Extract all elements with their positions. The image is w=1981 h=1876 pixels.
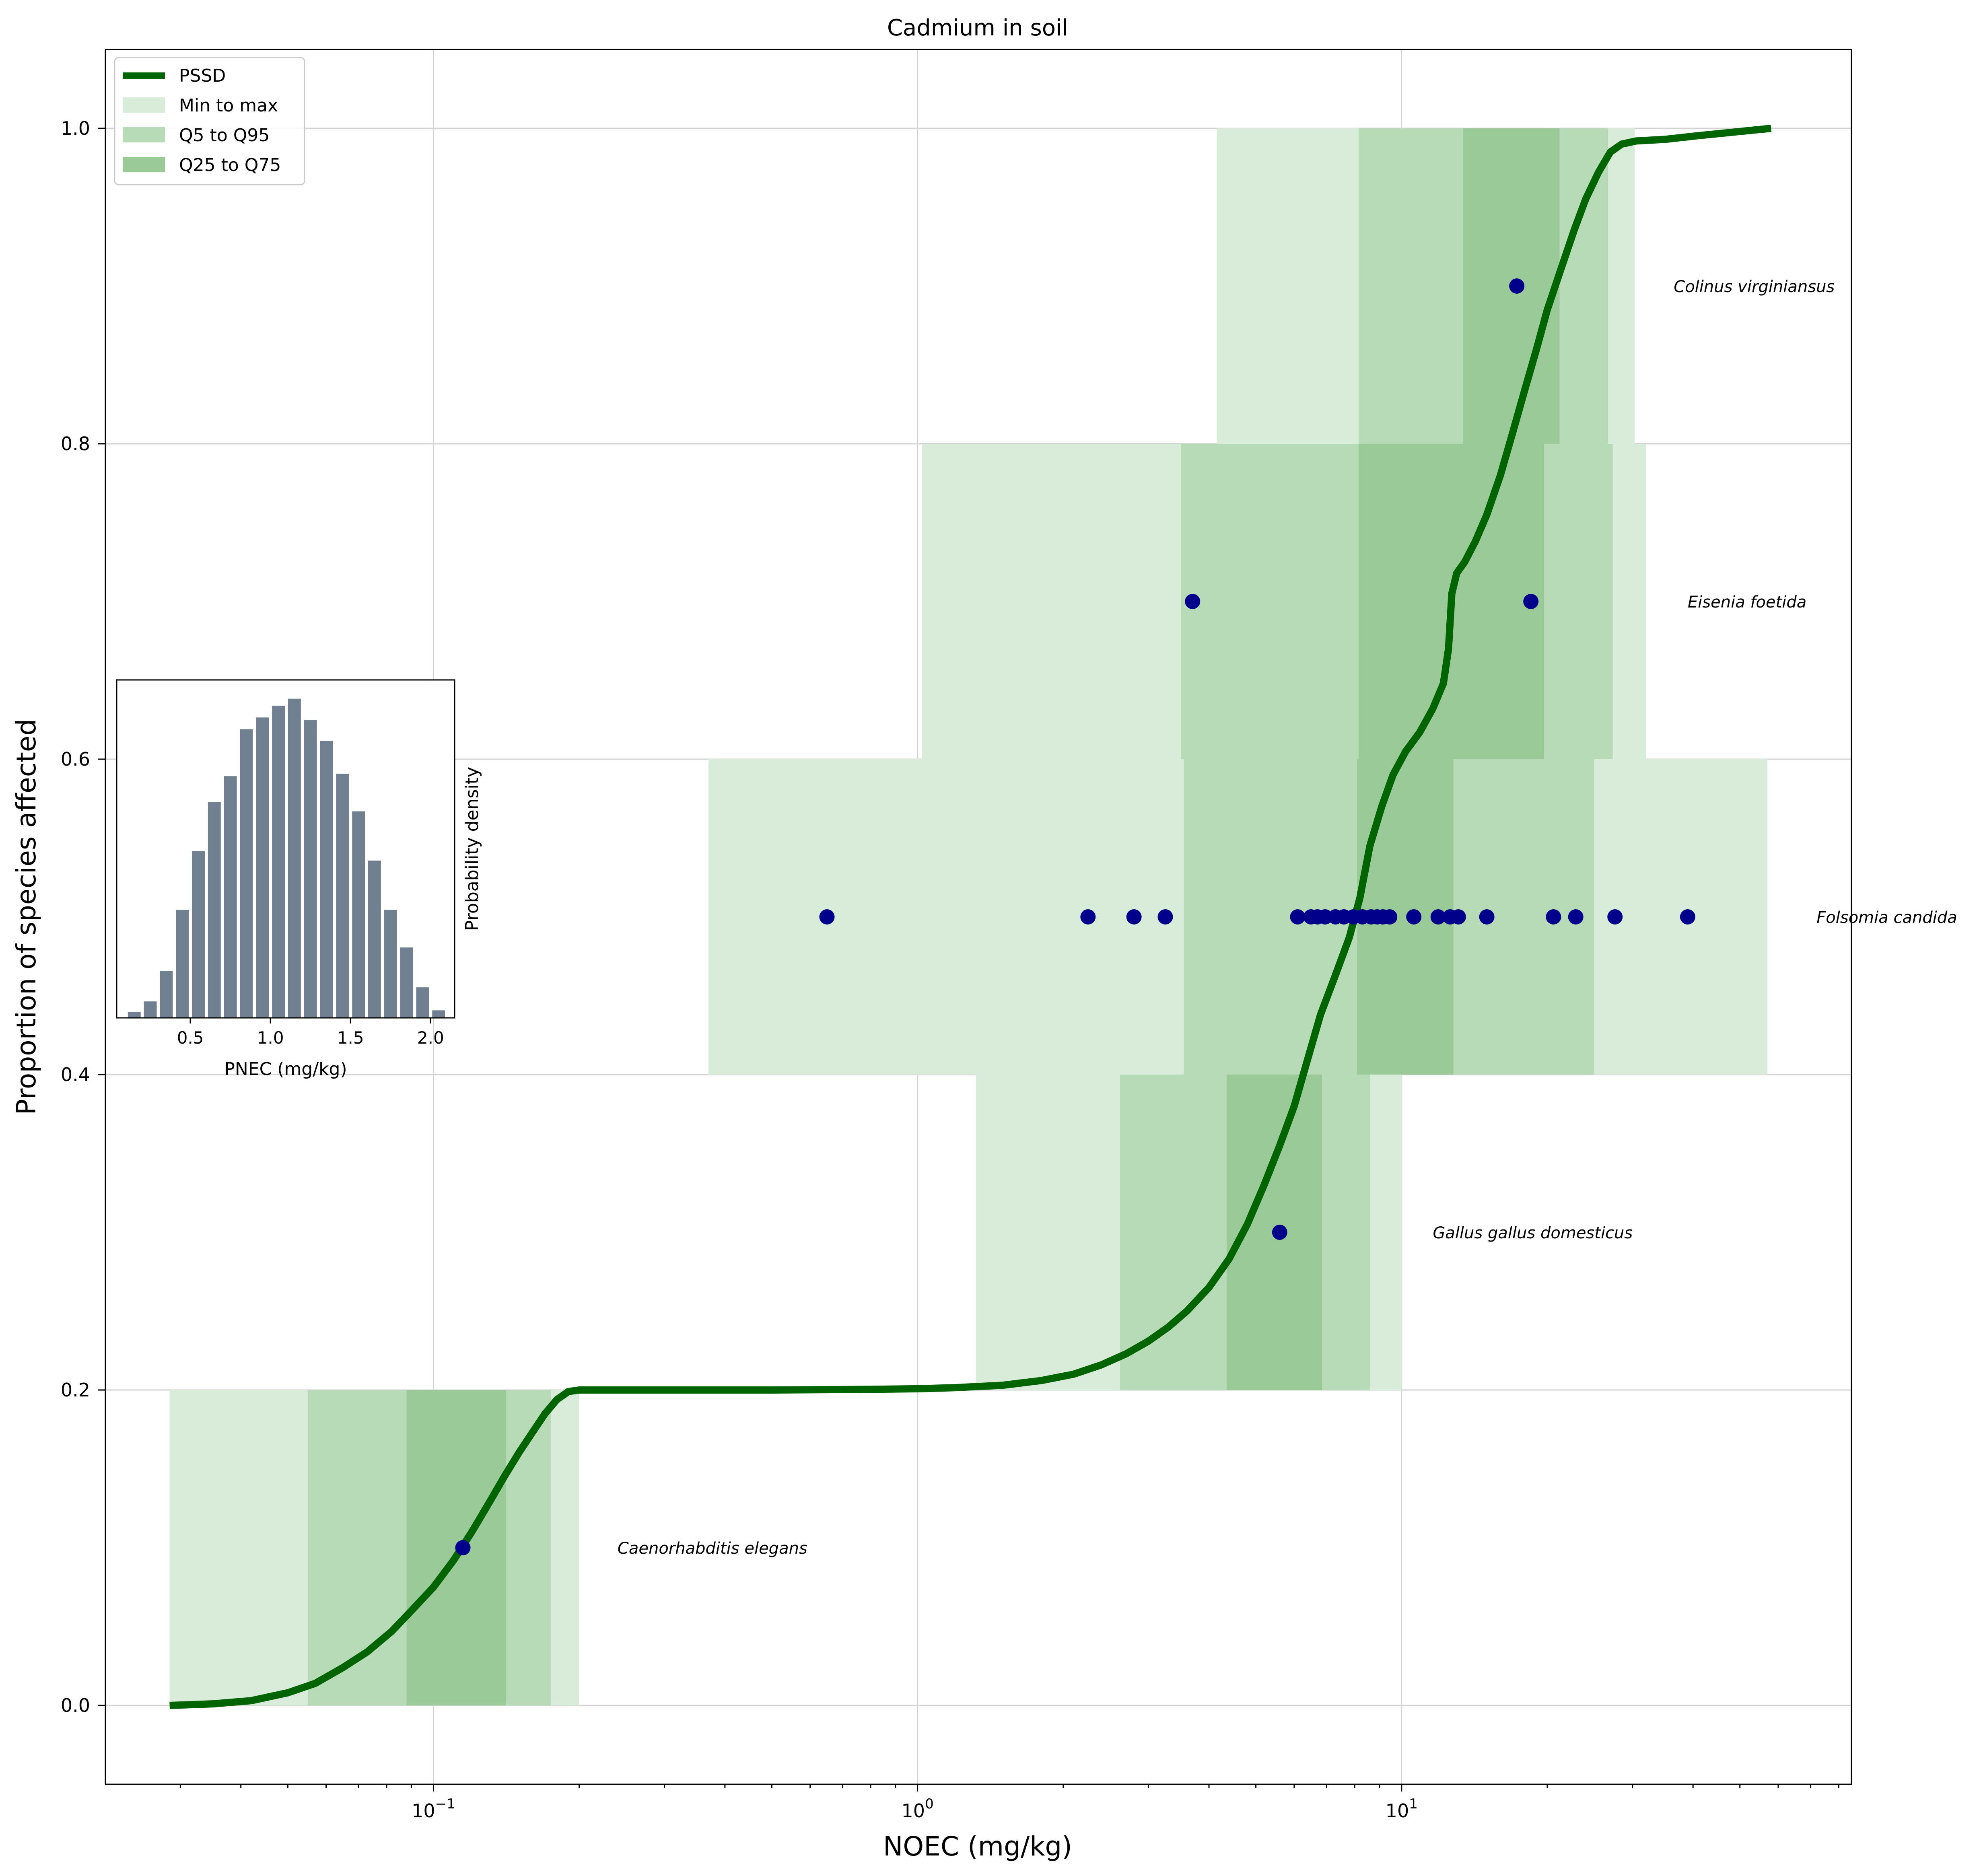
data-point xyxy=(1607,909,1623,925)
inset-background xyxy=(117,680,455,1018)
data-point xyxy=(1479,909,1495,925)
species-label: Folsomia candida xyxy=(1816,908,1957,927)
inset-bar xyxy=(320,741,333,1018)
species-label: Gallus gallus domesticus xyxy=(1433,1224,1633,1242)
inset-bar xyxy=(368,861,381,1018)
x-tick-label: 100 xyxy=(902,1796,934,1822)
inset-y-axis-label: Probability density xyxy=(462,767,482,931)
chart-title: Cadmium in soil xyxy=(887,15,1068,41)
inset-bar xyxy=(432,1010,445,1018)
data-point xyxy=(1382,909,1398,925)
inset-bar xyxy=(336,774,349,1018)
species-label: Eisenia foetida xyxy=(1688,593,1806,612)
data-point xyxy=(1126,909,1142,925)
inset-bar xyxy=(224,776,237,1018)
data-point xyxy=(1568,909,1584,925)
inset-frame xyxy=(116,679,455,1019)
y-tick-label: 0.2 xyxy=(61,1379,90,1401)
data-point xyxy=(1509,278,1525,294)
species-labels: Caenorhabditis elegans Gallus gallus dome… xyxy=(618,278,1957,1558)
inset-bar xyxy=(384,910,397,1018)
inset-bar xyxy=(192,851,205,1018)
legend-swatch-q25-q75 xyxy=(123,157,165,172)
inset-x-tick-label: 0.5 xyxy=(177,1028,204,1048)
data-point xyxy=(1450,909,1466,925)
y-axis-label: Proportion of species affected xyxy=(11,719,42,1115)
legend: PSSD Min to max Q5 to Q95 Q25 to Q75 xyxy=(114,57,305,185)
y-tick-label: 0.0 xyxy=(61,1695,90,1716)
x-tick-label: 10−1 xyxy=(412,1796,455,1822)
legend-box xyxy=(114,57,305,185)
data-points xyxy=(455,278,1695,1555)
inset-bar xyxy=(160,971,173,1018)
data-point xyxy=(1680,909,1695,925)
inset-x-tick-label: 1.5 xyxy=(337,1028,364,1048)
data-point xyxy=(1406,909,1422,925)
legend-swatch-min-max xyxy=(123,97,165,113)
plot-frame xyxy=(105,49,1852,1785)
data-point xyxy=(1290,909,1306,925)
y-tick-label: 1.0 xyxy=(61,117,90,139)
data-point xyxy=(1080,909,1096,925)
legend-swatch-q5-q95 xyxy=(123,127,165,142)
inset-bar xyxy=(352,811,365,1018)
legend-label-pssd: PSSD xyxy=(179,66,226,86)
legend-label-min-max: Min to max xyxy=(179,95,278,116)
x-tick-label: 101 xyxy=(1386,1796,1418,1822)
data-point xyxy=(1157,909,1173,925)
inset-bar xyxy=(144,1001,157,1018)
species-label: Caenorhabditis elegans xyxy=(618,1539,807,1558)
inset-x-axis-label: PNEC (mg/kg) xyxy=(224,1059,347,1079)
data-point xyxy=(1430,909,1446,925)
y-tick-label: 0.8 xyxy=(61,433,90,455)
species-bands xyxy=(169,128,1768,1705)
inset-bars xyxy=(128,698,445,1018)
inset-x-tick-label: 1.0 xyxy=(257,1028,284,1048)
legend-label-q5-q95: Q5 to Q95 xyxy=(179,125,270,146)
data-point xyxy=(1272,1225,1287,1240)
pssd-line xyxy=(169,125,1772,1709)
legend-label-q25-q75: Q25 to Q75 xyxy=(179,155,281,175)
x-axis-ticks: 10−1 100 101 xyxy=(179,1784,1839,1822)
data-point xyxy=(1185,594,1201,609)
pssd-curve xyxy=(169,125,1772,1709)
data-point xyxy=(455,1540,471,1555)
inset-x-tick-label: 2.0 xyxy=(417,1028,444,1048)
inset-bar xyxy=(272,706,285,1018)
inset-bar xyxy=(176,910,189,1018)
y-axis-ticks: 0.0 0.2 0.4 0.6 0.8 1.0 xyxy=(61,117,105,1716)
data-point xyxy=(1546,909,1561,925)
y-tick-label: 0.4 xyxy=(61,1064,90,1085)
inset-bar xyxy=(128,1012,141,1018)
inset-bar xyxy=(240,729,253,1018)
data-point xyxy=(819,909,835,925)
inset-bar xyxy=(400,947,413,1018)
x-axis-label: NOEC (mg/kg) xyxy=(883,1831,1072,1862)
inset-bar xyxy=(416,987,429,1018)
inset-bar xyxy=(288,698,301,1018)
y-tick-label: 0.6 xyxy=(61,748,90,770)
inset-x-ticks: 0.5 1.0 1.5 2.0 xyxy=(177,1018,444,1048)
inset-bar xyxy=(208,802,221,1018)
species-label: Colinus virginiansus xyxy=(1674,278,1835,296)
inset-histogram: 0.5 1.0 1.5 2.0 PNEC (mg/kg) Probability de… xyxy=(116,679,482,1079)
inset-bar xyxy=(256,717,269,1018)
data-point xyxy=(1523,594,1539,609)
inset-bar xyxy=(304,720,317,1018)
